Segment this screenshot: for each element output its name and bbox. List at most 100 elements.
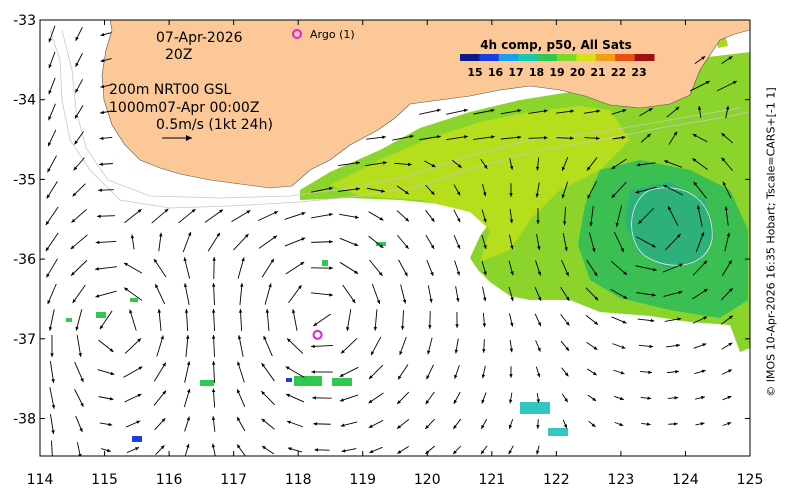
current-arrow (586, 157, 598, 171)
current-arrow (72, 183, 86, 197)
current-arrow (689, 80, 711, 92)
current-arrow (611, 109, 627, 115)
current-arrow (211, 416, 216, 432)
product-line-label: 200m NRT00 GSL (109, 82, 232, 98)
current-arrow (473, 108, 495, 115)
colorbar-swatch (498, 54, 519, 61)
sst-patch-warm (330, 106, 630, 262)
current-arrow (95, 290, 117, 298)
current-arrow (371, 283, 381, 305)
current-arrow (368, 419, 384, 429)
current-arrow (126, 446, 140, 454)
current-arrow (257, 210, 279, 222)
current-arrow (153, 390, 167, 406)
current-arrow (48, 51, 56, 69)
y-tick-label: -36 (13, 252, 36, 268)
current-arrow (668, 131, 678, 145)
current-arrow (100, 84, 112, 89)
current-arrow (158, 232, 163, 252)
sst-speck-11 (322, 260, 328, 266)
current-arrow (397, 234, 409, 250)
current-arrow (695, 231, 705, 253)
current-arrow (74, 131, 84, 145)
current-arrow (586, 368, 598, 376)
current-arrow (481, 209, 487, 223)
x-tick-label: 121 (478, 472, 505, 488)
current-arrow (400, 284, 407, 304)
current-arrow (455, 286, 460, 302)
current-arrow (368, 364, 384, 380)
colorbar-title: 4h comp, p50, All Sats (480, 38, 632, 52)
current-arrow (425, 184, 435, 196)
current-arrow (586, 341, 598, 351)
current-arrow (721, 132, 733, 144)
current-arrow (396, 185, 410, 195)
current-arrow (641, 422, 651, 426)
credit-label-container: © IMOS 10-Apr-2026 16:35 Hobart; Tscale=… (762, 22, 780, 462)
x-tick-label: 123 (608, 472, 635, 488)
current-arrow (692, 288, 708, 300)
argo-float-marker[interactable] (312, 329, 323, 340)
current-arrow (236, 389, 246, 407)
current-arrow (311, 212, 333, 219)
current-arrow (666, 370, 680, 374)
current-arrow (536, 233, 541, 251)
current-arrow (183, 257, 191, 279)
current-arrow (124, 338, 142, 354)
current-arrow (340, 421, 358, 427)
current-arrow (74, 361, 84, 383)
colorbar-swatch (615, 54, 636, 61)
colorbar-tick-label: 19 (549, 66, 564, 79)
current-arrow (101, 448, 111, 453)
current-arrow (211, 334, 216, 358)
current-arrow (583, 109, 601, 114)
current-arrow (587, 394, 597, 402)
current-arrow (311, 240, 333, 244)
current-arrow (311, 292, 333, 297)
current-arrow (481, 234, 487, 250)
current-arrow (184, 361, 191, 383)
current-arrow (722, 422, 732, 426)
current-arrow (639, 107, 653, 117)
sst-speck-6 (332, 378, 352, 386)
current-arrow (446, 135, 468, 141)
current-arrow (48, 77, 56, 95)
current-arrow (285, 366, 305, 378)
current-arrow (154, 283, 166, 305)
current-arrow (184, 443, 190, 456)
current-arrow (509, 313, 514, 327)
current-arrow (207, 232, 221, 252)
current-arrow (236, 416, 246, 432)
current-arrow (561, 367, 569, 377)
current-arrow (153, 362, 167, 382)
current-arrow (130, 234, 135, 250)
current-arrow (129, 309, 137, 331)
current-arrow (528, 136, 548, 140)
x-tick-label: 115 (91, 472, 118, 488)
current-arrow (76, 335, 82, 357)
colorbar-tick-label: 22 (611, 66, 626, 79)
current-arrow (536, 445, 540, 455)
current-arrow (339, 394, 359, 402)
current-arrow (99, 136, 113, 141)
current-arrow (368, 235, 384, 249)
current-arrow (156, 335, 164, 357)
current-arrow (428, 311, 432, 329)
sst-speck-4 (200, 380, 214, 386)
current-arrow (481, 365, 486, 379)
current-arrow (99, 162, 113, 166)
current-arrow (419, 108, 441, 115)
current-arrow (311, 186, 333, 193)
current-arrow (693, 181, 707, 199)
current-arrow (425, 209, 435, 223)
colorbar-tick-label: 15 (467, 66, 482, 79)
current-arrow (720, 287, 734, 301)
current-arrow (400, 310, 405, 330)
current-arrow (482, 339, 486, 353)
current-arrow (667, 396, 679, 400)
current-arrow (258, 235, 278, 249)
current-arrow (49, 413, 55, 435)
current-arrow (453, 391, 461, 405)
sst-patch-eddy-core (625, 182, 715, 268)
colorbar-swatches (460, 54, 655, 61)
